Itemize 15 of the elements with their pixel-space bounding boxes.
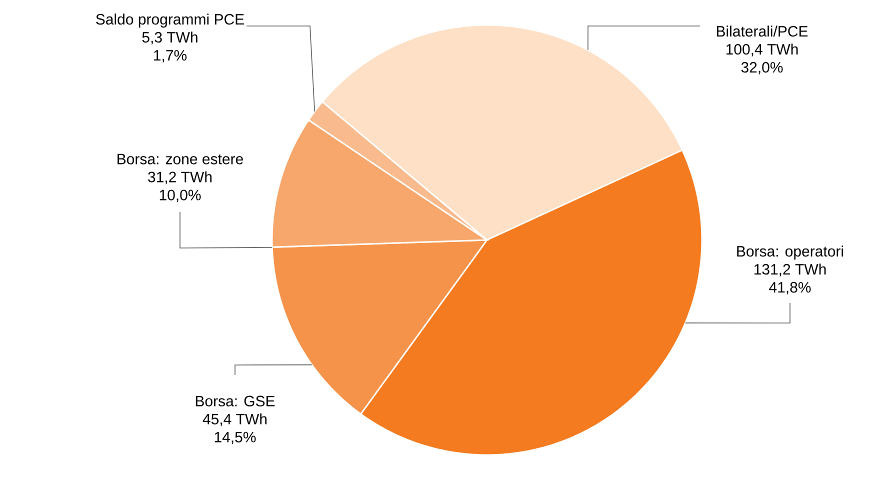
slice-label: Borsa: operatori xyxy=(737,246,844,260)
slice-label: Borsa: GSE xyxy=(196,396,275,406)
text: 32,0% xyxy=(741,62,783,74)
text: 1,7% xyxy=(154,50,187,62)
slice-label: Borsa: zone estere xyxy=(118,154,243,164)
data-label: 100,4 TWh xyxy=(726,44,798,56)
text: 41,8% xyxy=(769,282,811,294)
slice-label: Bilaterali/PCE xyxy=(716,26,808,37)
data-label: 45,4 TWh xyxy=(202,413,267,426)
data-label: 31,2 TWh xyxy=(148,171,212,184)
text: 10,0% xyxy=(160,190,201,202)
slice-label: Saldo programmi PCE xyxy=(96,14,244,28)
data-label: 131,2 TWh xyxy=(754,264,826,276)
text: 14,5% xyxy=(214,432,256,444)
data-label: 5,3 TWh xyxy=(142,32,198,44)
